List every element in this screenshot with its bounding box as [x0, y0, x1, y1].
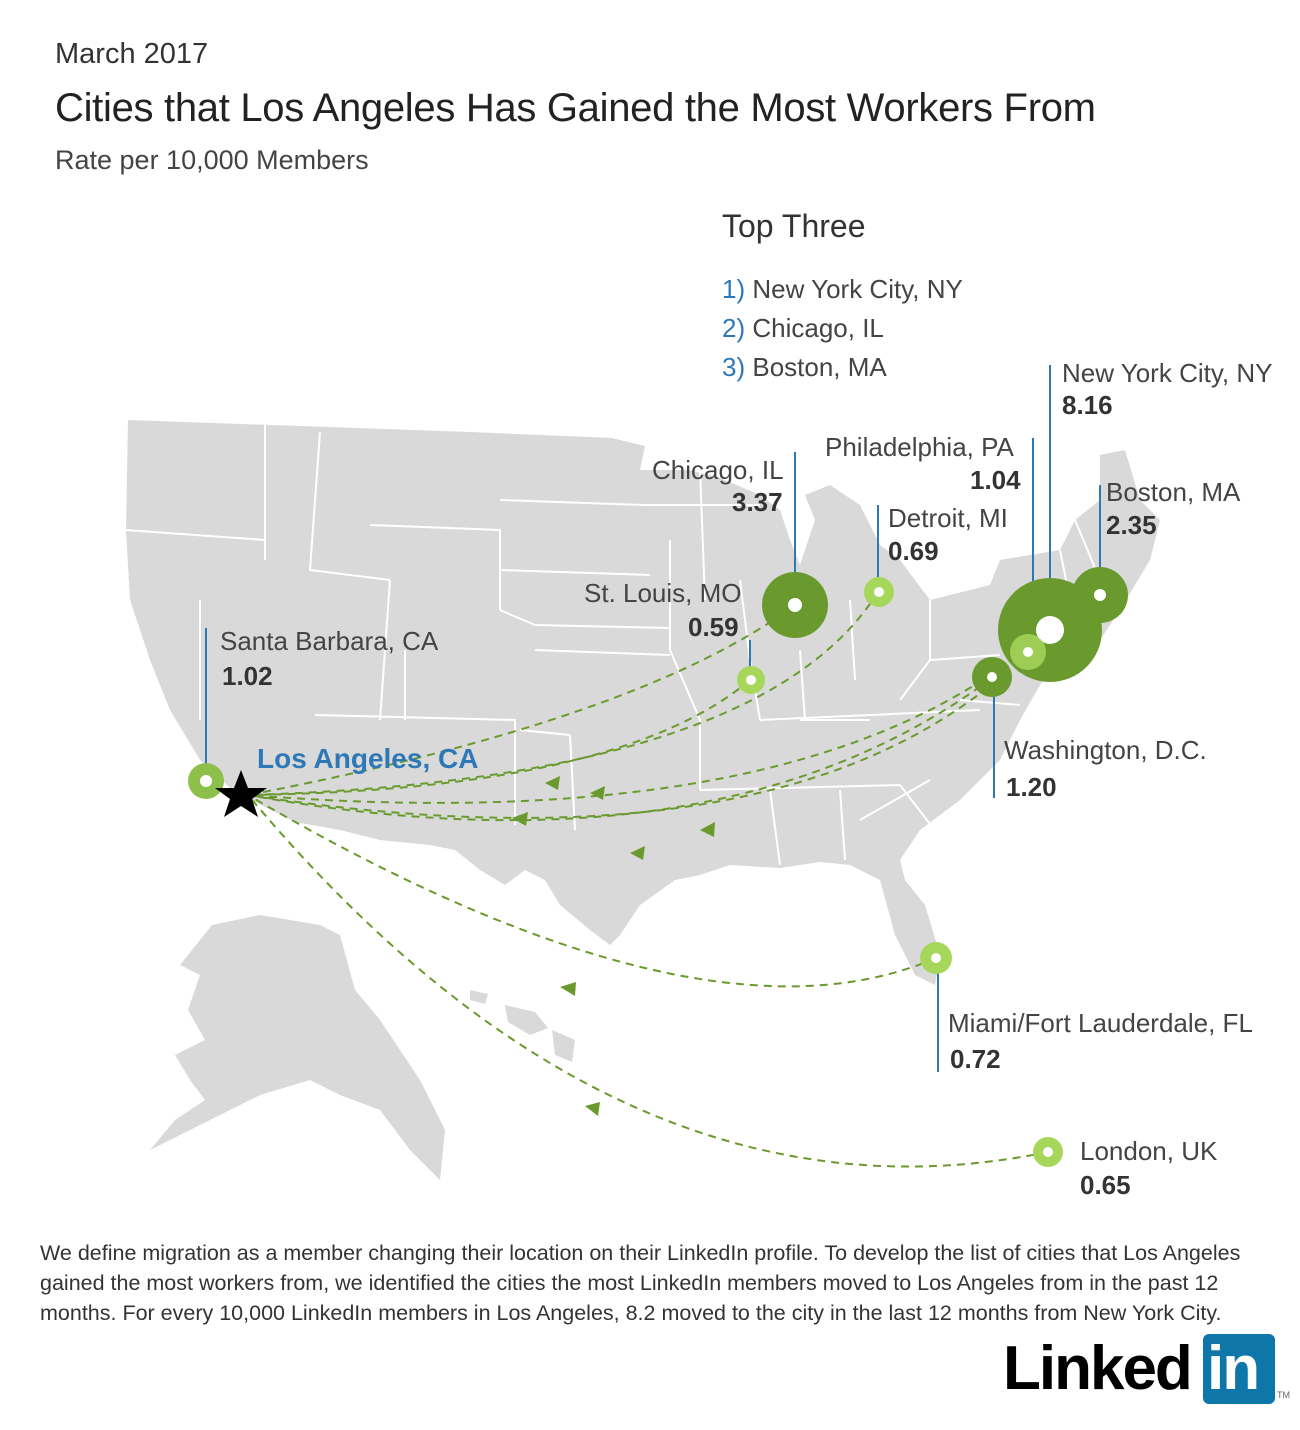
city-value-chicago: 3.37: [732, 487, 783, 517]
arc-london: [247, 794, 1049, 1168]
hawaii-island-1: [505, 1005, 548, 1035]
bubble-london-center: [1043, 1147, 1053, 1157]
top-three-city: Boston, MA: [752, 352, 887, 382]
city-markers: [188, 567, 1128, 1167]
arrowhead-1: [545, 776, 560, 790]
arc-philadelphia: [247, 649, 1031, 819]
city-value-st-louis: 0.59: [688, 612, 739, 642]
city-name-st-louis: St. Louis, MO: [584, 578, 742, 608]
city-name-chicago: Chicago, IL: [652, 455, 784, 485]
top-three-num: 2): [722, 313, 746, 343]
top-three-num: 1): [722, 274, 746, 304]
bubble-philadelphia-center: [1023, 647, 1033, 657]
bubble-chicago-center: [788, 598, 802, 612]
land: [126, 420, 1160, 1180]
bubble-boston-center: [1094, 589, 1106, 601]
conus-land: [126, 420, 1160, 985]
top-three-item-1: 1) New York City, NY: [722, 274, 963, 305]
arrowhead-5: [700, 822, 715, 837]
arrowhead-7: [585, 1102, 600, 1116]
date-label: March 2017: [55, 38, 209, 70]
page-subtitle: Rate per 10,000 Members: [55, 145, 369, 175]
arrowheads: [512, 776, 715, 1116]
destination-label: Los Angeles, CA: [257, 743, 479, 774]
page-title: Cities that Los Angeles Has Gained the M…: [55, 86, 1096, 130]
bubble-st-louis-center: [746, 675, 756, 685]
top-three-item-3: 3) Boston, MA: [722, 352, 887, 383]
top-three-item-2: 2) Chicago, IL: [722, 313, 884, 344]
logo-in: in: [1207, 1334, 1260, 1403]
city-name-london: London, UK: [1080, 1136, 1218, 1166]
city-value-london: 0.65: [1080, 1170, 1131, 1200]
city-name-detroit: Detroit, MI: [888, 503, 1008, 533]
city-name-new-york: New York City, NY: [1062, 358, 1273, 388]
city-value-washington: 1.20: [1006, 772, 1057, 802]
city-value-new-york: 8.16: [1062, 390, 1113, 420]
city-name-miami: Miami/Fort Lauderdale, FL: [948, 1008, 1253, 1038]
top-three-title: Top Three: [722, 208, 866, 244]
alaska-land: [150, 915, 445, 1180]
city-value-boston: 2.35: [1106, 510, 1157, 540]
arrowhead-4: [630, 846, 645, 860]
migration-arcs: [247, 591, 1051, 1168]
city-value-santa-barbara: 1.02: [222, 661, 273, 691]
arrowhead-6: [560, 982, 576, 996]
city-name-washington: Washington, D.C.: [1004, 735, 1207, 765]
city-value-detroit: 0.69: [888, 536, 939, 566]
arrowhead-3: [512, 812, 528, 826]
bubble-detroit-center: [874, 587, 884, 597]
arc-miami: [247, 794, 937, 988]
state-borders: [125, 420, 1101, 866]
arc-chicago: [247, 604, 796, 796]
hawaii-island-2: [552, 1030, 575, 1062]
top-three-num: 3): [722, 352, 746, 382]
bubble-miami-center: [931, 953, 941, 963]
city-name-santa-barbara: Santa Barbara, CA: [220, 626, 439, 656]
top-three-city: Chicago, IL: [752, 313, 884, 343]
arc-detroit: [247, 591, 879, 796]
city-value-miami: 0.72: [950, 1044, 1001, 1074]
city-value-philadelphia: 1.04: [970, 465, 1021, 495]
linkedin-logo: Linked in TM: [1003, 1334, 1290, 1406]
bubble-washington-center: [987, 672, 997, 682]
bubble-santa-barbara-center: [200, 775, 212, 787]
logo-text: Linked: [1003, 1334, 1193, 1403]
footnote: We define migration as a member changing…: [40, 1241, 1241, 1325]
bubble-new-york-center: [1036, 616, 1064, 644]
arc-washington: [247, 677, 993, 822]
hawaii-island-3: [470, 990, 488, 1004]
city-name-philadelphia: Philadelphia, PA: [825, 432, 1014, 462]
star-icon: [215, 770, 267, 817]
arrowhead-2: [590, 786, 605, 800]
arc-st-louis: [247, 679, 751, 796]
city-name-boston: Boston, MA: [1106, 477, 1241, 507]
top-three-city: New York City, NY: [752, 274, 963, 304]
logo-tm: TM: [1277, 1390, 1290, 1400]
arc-new-york: [247, 627, 1051, 804]
logo-box: in: [1203, 1334, 1275, 1404]
